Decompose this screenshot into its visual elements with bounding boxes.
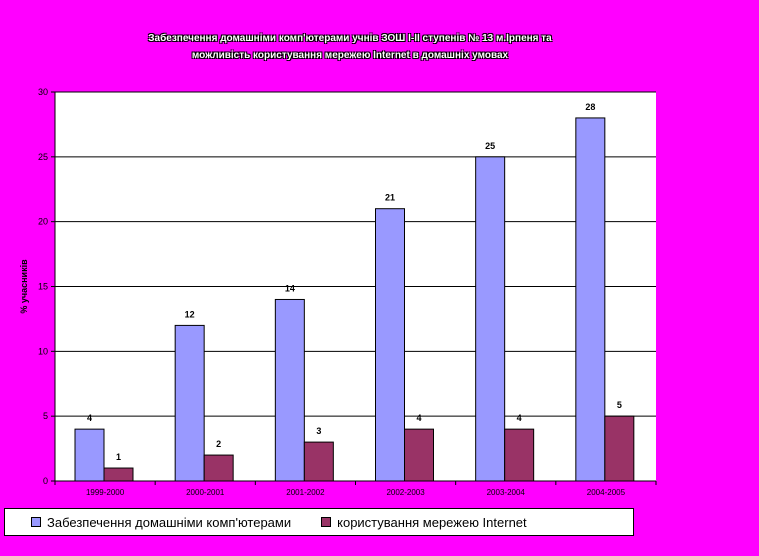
bar-chart: 0 5 10 15 20 25 30 % учасників 4 1 1999-2000 12 2 200… <box>19 87 657 497</box>
bar-internet <box>404 428 434 482</box>
chart-title-line-1: Забезпечення домашніми комп'ютерами учні… <box>148 33 552 44</box>
x-tick-label: 2001-2002 <box>286 488 325 497</box>
legend-item-computers: Забезпечення домашніми комп'ютерами <box>31 515 291 530</box>
data-label: 28 <box>585 102 595 112</box>
y-tick-label: 5 <box>43 411 48 421</box>
y-tick-label: 15 <box>38 282 48 292</box>
data-label: 3 <box>316 426 321 436</box>
y-tick-label: 0 <box>43 476 48 486</box>
y-tick-label: 10 <box>38 346 48 356</box>
y-tick-label: 30 <box>38 87 48 97</box>
legend-swatch-computers <box>31 517 41 527</box>
x-tick-label: 2000-2001 <box>186 488 225 497</box>
legend-label-internet: користування мережею Internet <box>337 514 527 530</box>
bar-internet <box>203 454 234 482</box>
y-axis-label: % учасників <box>19 259 29 314</box>
data-label: 5 <box>617 400 622 410</box>
legend-label-computers: Забезпечення домашніми комп'ютерами <box>47 514 292 530</box>
y-tick-label: 20 <box>38 217 48 227</box>
data-label: 14 <box>285 283 295 293</box>
data-label: 25 <box>485 141 495 151</box>
data-label: 1 <box>116 452 121 462</box>
bar-internet <box>604 415 635 482</box>
x-tick-label: 2003-2004 <box>487 488 526 497</box>
bar-computers <box>475 156 506 482</box>
data-label: 4 <box>416 413 421 423</box>
x-tick-label: 2004-2005 <box>587 488 626 497</box>
chart-legend: Забезпечення домашніми комп'ютерами кори… <box>4 508 634 536</box>
data-label: 12 <box>185 309 195 319</box>
data-label: 2 <box>216 439 221 449</box>
bar-computers <box>174 324 205 482</box>
y-tick-label: 25 <box>38 152 48 162</box>
legend-item-internet: користування мережею Internet <box>321 515 527 530</box>
bar-internet <box>103 467 134 482</box>
data-label: 4 <box>517 413 522 423</box>
x-tick-label: 2002-2003 <box>386 488 425 497</box>
bar-internet <box>504 428 535 482</box>
bar-computers <box>375 208 405 482</box>
chart-title: Забезпечення домашніми комп'ютерами учні… <box>0 30 700 64</box>
data-label: 4 <box>87 413 92 423</box>
x-tick-label: 1999-2000 <box>86 488 125 497</box>
bar-computers <box>575 117 606 482</box>
bar-computers <box>74 428 105 482</box>
legend-swatch-internet <box>321 517 332 527</box>
data-label: 21 <box>385 193 395 203</box>
bar-internet <box>303 441 334 482</box>
chart-title-line-2: можливість користування мережею Internet… <box>191 50 509 61</box>
bar-computers <box>274 298 305 482</box>
